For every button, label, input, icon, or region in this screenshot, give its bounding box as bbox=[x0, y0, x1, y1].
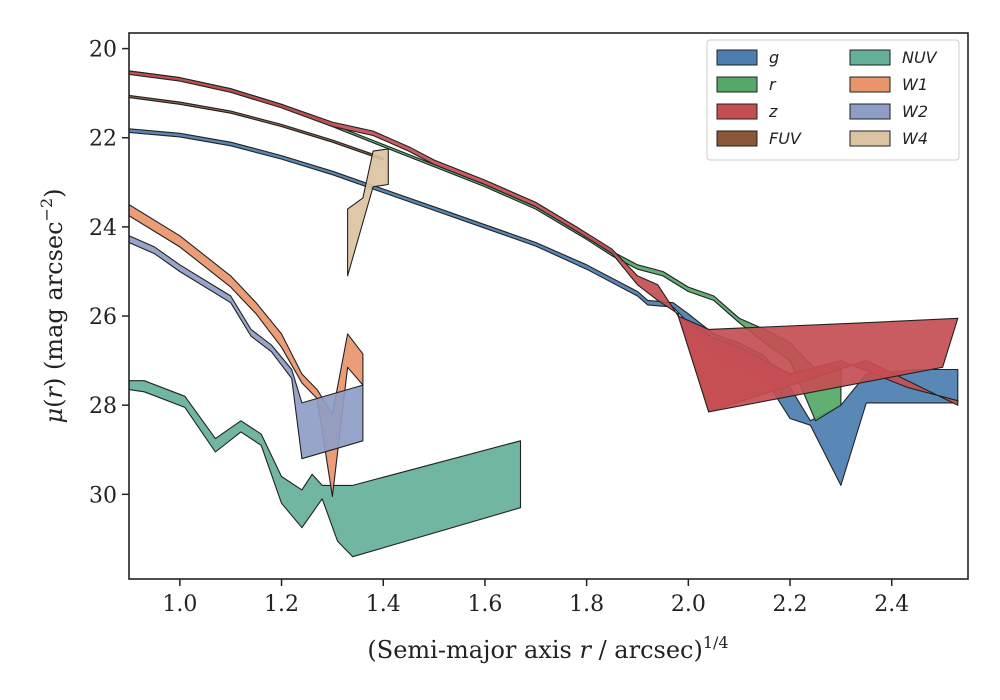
y-axis: 20 22 24 26 28 30 bbox=[89, 38, 129, 508]
legend-swatch-w2 bbox=[849, 103, 891, 120]
x-tick-label: 1.2 bbox=[264, 592, 299, 617]
legend-swatch-w1 bbox=[849, 76, 891, 93]
legend-swatch-nuv bbox=[849, 49, 891, 66]
band-z bbox=[129, 70, 959, 413]
plot-area bbox=[129, 70, 959, 558]
x-tick-label: 2.2 bbox=[773, 592, 808, 617]
band-w4 bbox=[347, 148, 389, 277]
band-nuv bbox=[129, 380, 522, 558]
x-tick-label: 1.6 bbox=[467, 592, 502, 617]
y-tick-label: 24 bbox=[89, 216, 117, 241]
legend-label-r: r bbox=[769, 75, 777, 94]
axes-frame bbox=[128, 32, 969, 580]
legend-swatch-r bbox=[716, 76, 758, 93]
legend-label-z: z bbox=[768, 102, 778, 121]
y-tick-label: 28 bbox=[89, 394, 117, 419]
x-tick-label: 2.0 bbox=[671, 592, 706, 617]
y-tick-label: 26 bbox=[89, 305, 117, 330]
y-tick-label: 20 bbox=[89, 38, 117, 63]
band-z-outer bbox=[677, 315, 959, 413]
x-tick-label: 2.4 bbox=[874, 592, 909, 617]
x-axis: 1.0 1.2 1.4 1.6 1.8 2.0 2.2 2.4 bbox=[162, 579, 909, 617]
legend-swatch-g bbox=[716, 49, 758, 66]
legend-swatch-z bbox=[716, 103, 758, 120]
legend: grz FUV NUV W1 W2 W4 bbox=[706, 39, 960, 161]
legend-box bbox=[706, 39, 960, 161]
legend-swatch-w4 bbox=[849, 130, 891, 147]
band-w1 bbox=[129, 204, 364, 498]
legend-label-g: g bbox=[769, 48, 779, 67]
legend-label-w2: W2 bbox=[902, 102, 928, 121]
x-tick-label: 1.0 bbox=[162, 592, 197, 617]
x-axis-label: (Semi-major axis r / arcsec)1/4​ bbox=[367, 633, 728, 664]
legend-label-w1: W1 bbox=[902, 75, 928, 94]
legend-label-fuv: FUV bbox=[769, 129, 802, 148]
y-tick-label: 30 bbox=[89, 483, 117, 508]
x-tick-label: 1.8 bbox=[569, 592, 604, 617]
legend-label-w4: W4 bbox=[902, 129, 928, 148]
band-w2 bbox=[129, 235, 364, 460]
legend-swatch-fuv bbox=[716, 130, 758, 147]
y-axis-label: μ(r) (mag arcsec−2​) bbox=[37, 188, 68, 423]
legend-label-nuv: NUV bbox=[902, 48, 938, 67]
x-tick-label: 1.4 bbox=[366, 592, 401, 617]
y-tick-label: 22 bbox=[89, 127, 117, 152]
